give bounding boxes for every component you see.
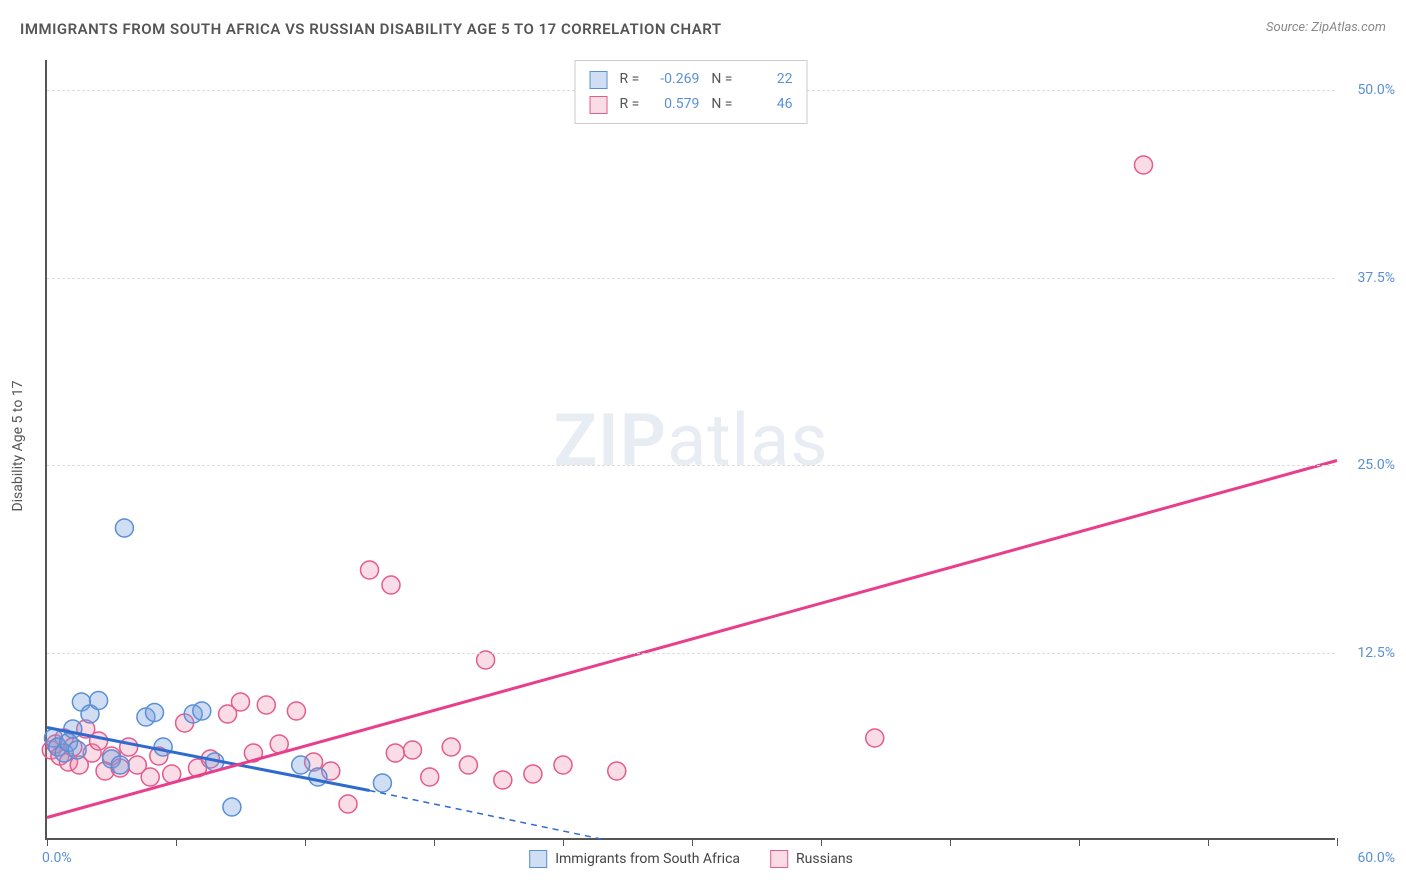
data-point <box>373 774 391 792</box>
data-point <box>193 702 211 720</box>
x-tick <box>821 838 822 846</box>
data-point <box>554 756 572 774</box>
n-value-ru: 46 <box>740 92 792 117</box>
legend-swatch-ru-icon <box>770 850 788 868</box>
gridline <box>47 653 1335 654</box>
data-point <box>90 732 108 750</box>
y-tick-label: 37.5% <box>1340 270 1395 286</box>
legend-swatch-sa-icon <box>529 850 547 868</box>
data-point <box>309 768 327 786</box>
gridline <box>47 465 1335 466</box>
legend-swatch-sa <box>590 71 608 89</box>
trend-line-extrapolated <box>370 791 607 841</box>
n-label: N = <box>711 67 732 92</box>
x-tick <box>1079 838 1080 846</box>
data-point <box>477 651 495 669</box>
legend-label-sa: Immigrants from South Africa <box>555 851 740 867</box>
legend-item-sa: Immigrants from South Africa <box>529 850 740 868</box>
data-point <box>1135 156 1153 174</box>
data-point <box>382 576 400 594</box>
data-point <box>146 704 164 722</box>
r-value-sa: -0.269 <box>647 67 699 92</box>
data-point <box>524 765 542 783</box>
data-point <box>421 768 439 786</box>
x-tick <box>305 838 306 846</box>
data-point <box>68 741 86 759</box>
x-tick <box>563 838 564 846</box>
r-value-ru: 0.579 <box>647 92 699 117</box>
x-tick <box>434 838 435 846</box>
x-tick <box>47 838 48 846</box>
r-label: R = <box>620 92 640 117</box>
data-point <box>90 692 108 710</box>
x-tick <box>1337 838 1338 846</box>
r-label: R = <box>620 67 640 92</box>
data-point <box>287 702 305 720</box>
n-value-sa: 22 <box>740 67 792 92</box>
data-point <box>459 756 477 774</box>
chart-title: IMMIGRANTS FROM SOUTH AFRICA VS RUSSIAN … <box>20 20 722 38</box>
data-point <box>404 741 422 759</box>
data-point <box>154 738 172 756</box>
x-tick <box>176 838 177 846</box>
data-point <box>141 768 159 786</box>
legend-row-sa: R = -0.269 N = 22 <box>590 67 793 92</box>
data-point <box>866 729 884 747</box>
x-tick-start: 0.0% <box>42 850 72 866</box>
gridline <box>47 278 1335 279</box>
y-tick-label: 25.0% <box>1340 457 1395 473</box>
legend-swatch-ru <box>590 96 608 114</box>
data-point <box>120 738 138 756</box>
series-legend: Immigrants from South Africa Russians <box>529 850 853 868</box>
data-point <box>494 771 512 789</box>
scatter-svg <box>47 60 1335 838</box>
data-point <box>223 798 241 816</box>
data-point <box>111 756 129 774</box>
data-point <box>386 744 404 762</box>
data-point <box>339 795 357 813</box>
y-tick-label: 12.5% <box>1340 645 1395 661</box>
data-point <box>64 720 82 738</box>
y-axis-label: Disability Age 5 to 17 <box>10 380 26 511</box>
x-tick <box>950 838 951 846</box>
data-point <box>361 561 379 579</box>
data-point <box>257 696 275 714</box>
correlation-legend: R = -0.269 N = 22 R = 0.579 N = 46 <box>575 60 808 124</box>
legend-row-ru: R = 0.579 N = 46 <box>590 92 793 117</box>
x-tick <box>1208 838 1209 846</box>
legend-label-ru: Russians <box>796 851 853 867</box>
n-label: N = <box>711 92 732 117</box>
legend-item-ru: Russians <box>770 850 853 868</box>
data-point <box>232 693 250 711</box>
plot-area: ZIPatlas R = -0.269 N = 22 R = 0.579 N =… <box>45 60 1335 840</box>
data-point <box>608 762 626 780</box>
x-tick-end: 60.0% <box>1357 850 1395 866</box>
trend-line <box>47 461 1337 818</box>
data-point <box>115 519 133 537</box>
x-tick <box>692 838 693 846</box>
data-point <box>292 756 310 774</box>
source-label: Source: ZipAtlas.com <box>1266 20 1386 35</box>
data-point <box>442 738 460 756</box>
y-tick-label: 50.0% <box>1340 82 1395 98</box>
